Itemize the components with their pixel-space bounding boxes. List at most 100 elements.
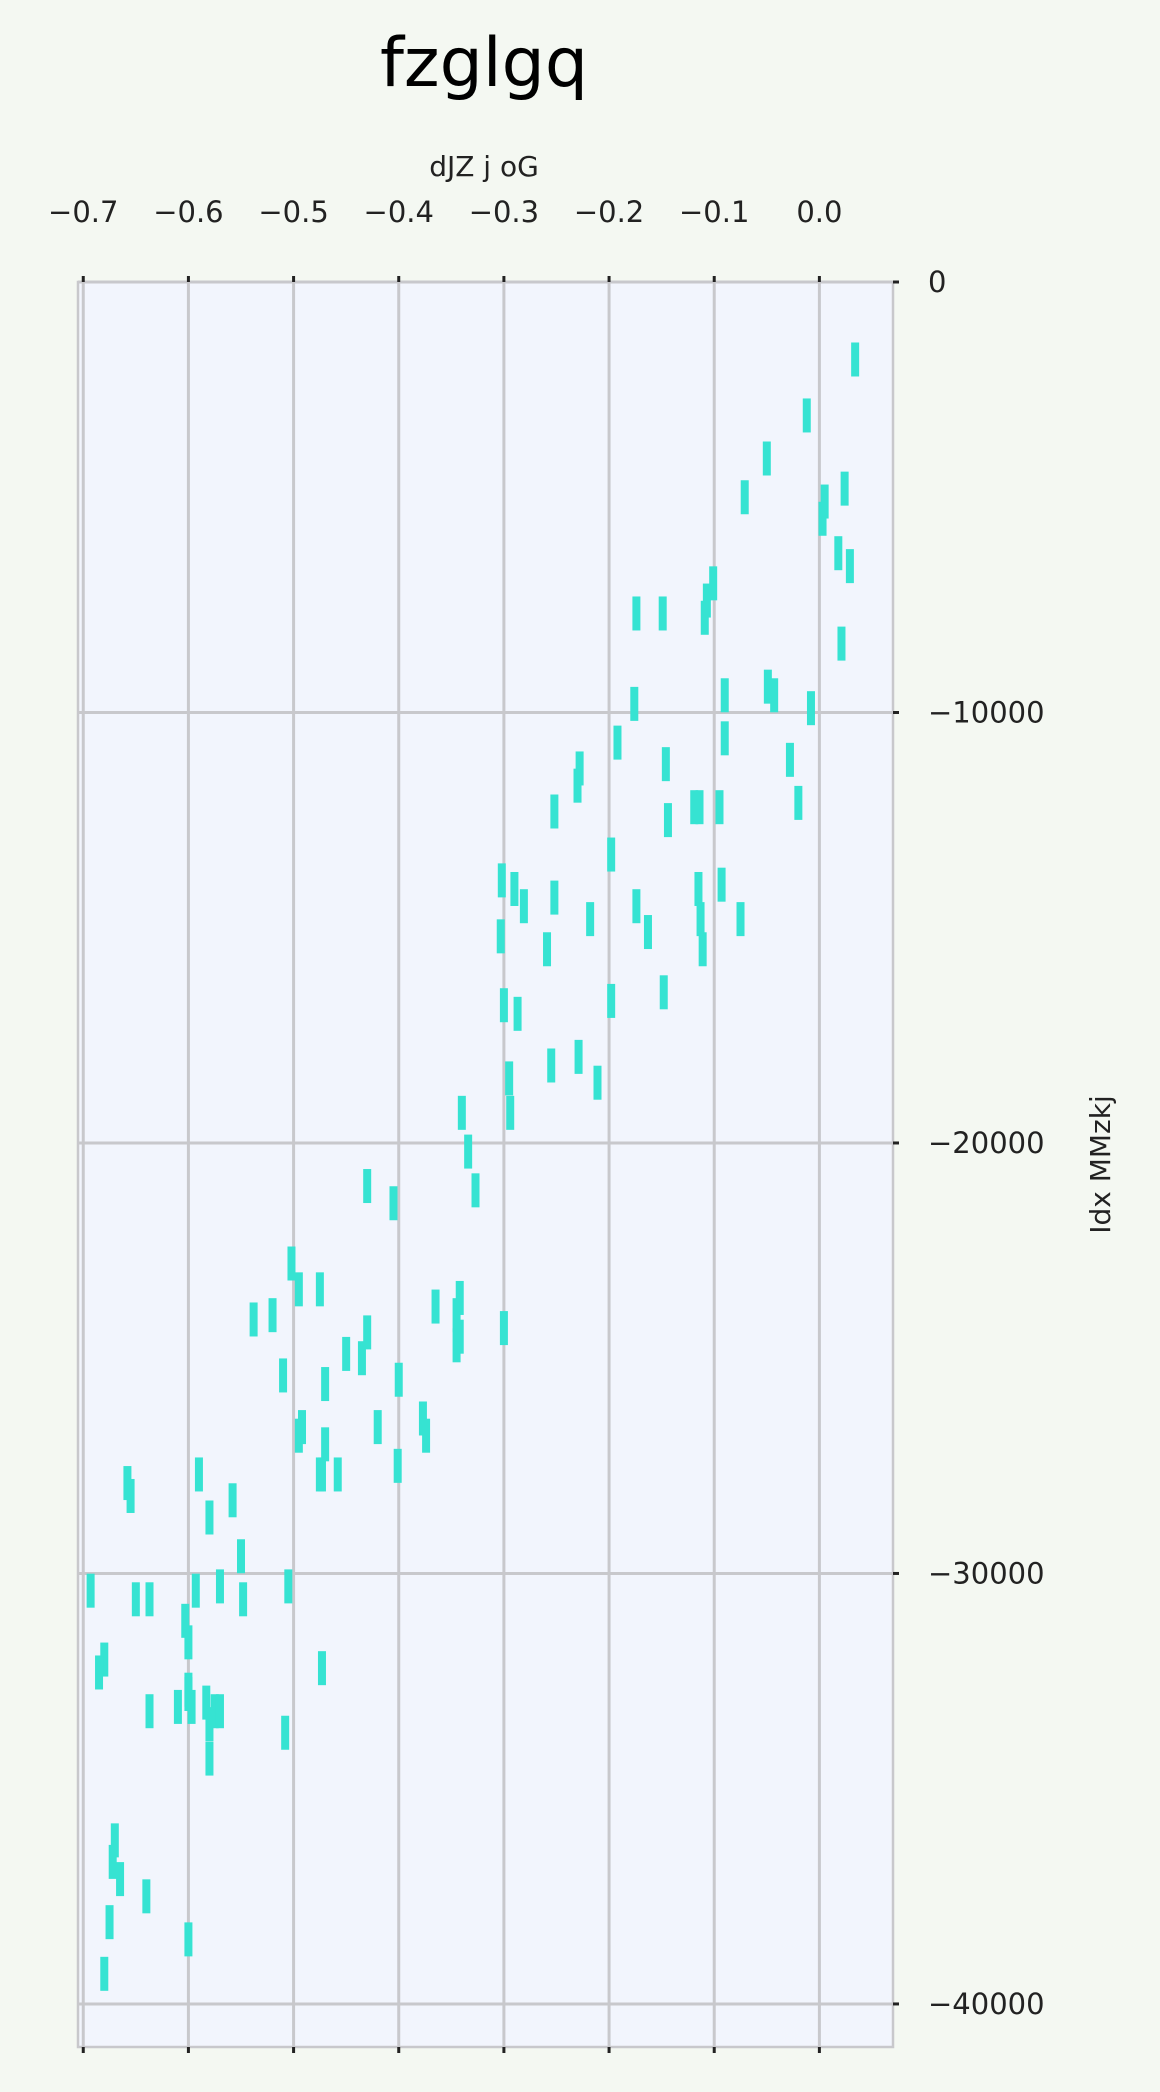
data-point [837, 626, 846, 661]
y-axis-label: Idx MMzkj [1084, 1095, 1117, 1234]
data-point [321, 1427, 330, 1462]
x-tick-label: −0.7 [48, 195, 118, 229]
data-point [794, 785, 803, 820]
data-point [543, 932, 552, 967]
data-point [389, 1186, 398, 1221]
data-point [820, 484, 829, 519]
data-point [455, 1280, 464, 1315]
x-tick-label: −0.4 [364, 195, 434, 229]
data-point [184, 1922, 193, 1957]
x-tick-label: 0.0 [796, 195, 842, 229]
data-point [506, 1095, 515, 1130]
data-point [268, 1298, 277, 1333]
data-point [550, 880, 559, 915]
data-point [215, 1694, 224, 1729]
data-point [499, 988, 508, 1023]
x-tick-label: −0.3 [469, 195, 539, 229]
data-point [630, 686, 639, 721]
data-point [632, 889, 641, 924]
y-tick-label: −10000 [928, 695, 1045, 729]
y-tick-label: 0 [928, 265, 946, 299]
data-point [317, 1651, 326, 1686]
data-point [586, 902, 595, 937]
data-point [394, 1362, 403, 1397]
data-point [249, 1302, 258, 1337]
data-point [720, 721, 729, 756]
data-point [215, 1569, 224, 1604]
y-tick-label: −40000 [928, 1987, 1045, 2021]
plot-frame [76, 280, 895, 2049]
data-point [126, 1478, 135, 1513]
data-point [457, 1095, 466, 1130]
data-point [131, 1582, 140, 1617]
data-point [315, 1272, 324, 1307]
data-point [191, 1573, 200, 1608]
data-point [373, 1410, 382, 1445]
data-point [202, 1685, 211, 1720]
data-point [205, 1500, 214, 1535]
data-point [694, 871, 703, 906]
data-point [142, 1879, 151, 1914]
data-point [763, 669, 772, 704]
data-point [851, 342, 860, 377]
plot-layer: −0.7 −0.6 −0.5 −0.4 −0.3 −0.2 −0.1 0.0 0 −10000 −2… [48, 195, 1045, 2053]
y-tick-label: −20000 [928, 1126, 1045, 1160]
data-point [510, 871, 519, 906]
data-point [294, 1418, 303, 1453]
data-point [497, 863, 506, 898]
data-point [802, 398, 811, 433]
data-point [452, 1298, 461, 1333]
data-point [658, 596, 667, 631]
data-point [422, 1418, 431, 1453]
data-point [499, 1311, 508, 1346]
data-point [607, 837, 616, 872]
data-point [593, 1065, 602, 1100]
data-point [431, 1289, 440, 1324]
data-point [363, 1169, 372, 1204]
data-point [321, 1367, 330, 1402]
data-point [287, 1246, 296, 1281]
data-point [100, 1642, 109, 1677]
data-point [418, 1401, 427, 1436]
data-point [237, 1539, 245, 1574]
data-point [607, 983, 616, 1018]
data-point [145, 1694, 154, 1729]
data-point [294, 1272, 303, 1307]
data-point [661, 747, 670, 782]
data-point [702, 583, 711, 618]
data-point [281, 1715, 290, 1750]
data-point [86, 1573, 95, 1608]
data-point [845, 549, 854, 584]
data-point [574, 1039, 583, 1074]
data-point [342, 1336, 351, 1371]
chart-title: fzglgq [380, 24, 588, 103]
x-tick-label: −0.2 [574, 195, 644, 229]
data-point [575, 751, 584, 786]
data-point [452, 1328, 461, 1363]
data-point [284, 1569, 293, 1604]
data-point [547, 1048, 556, 1083]
data-point [471, 1173, 480, 1208]
data-point [690, 790, 699, 825]
data-point [184, 1625, 193, 1660]
data-point [464, 1134, 473, 1169]
data-point [709, 566, 718, 601]
data-point [108, 1844, 117, 1879]
data-point [717, 867, 726, 902]
data-point [573, 768, 582, 803]
x-tick-label: −0.6 [153, 195, 223, 229]
y-tick-label: −30000 [928, 1556, 1045, 1590]
data-point [239, 1582, 248, 1617]
data-point [100, 1956, 109, 1991]
data-point [116, 1862, 125, 1897]
data-point [762, 441, 771, 476]
data-point [317, 1457, 326, 1492]
data-point [519, 889, 528, 924]
data-point [698, 932, 707, 967]
data-point [333, 1457, 342, 1492]
data-point [840, 471, 849, 506]
data-point [663, 803, 672, 838]
data-point [110, 1823, 119, 1858]
data-point [279, 1358, 288, 1393]
